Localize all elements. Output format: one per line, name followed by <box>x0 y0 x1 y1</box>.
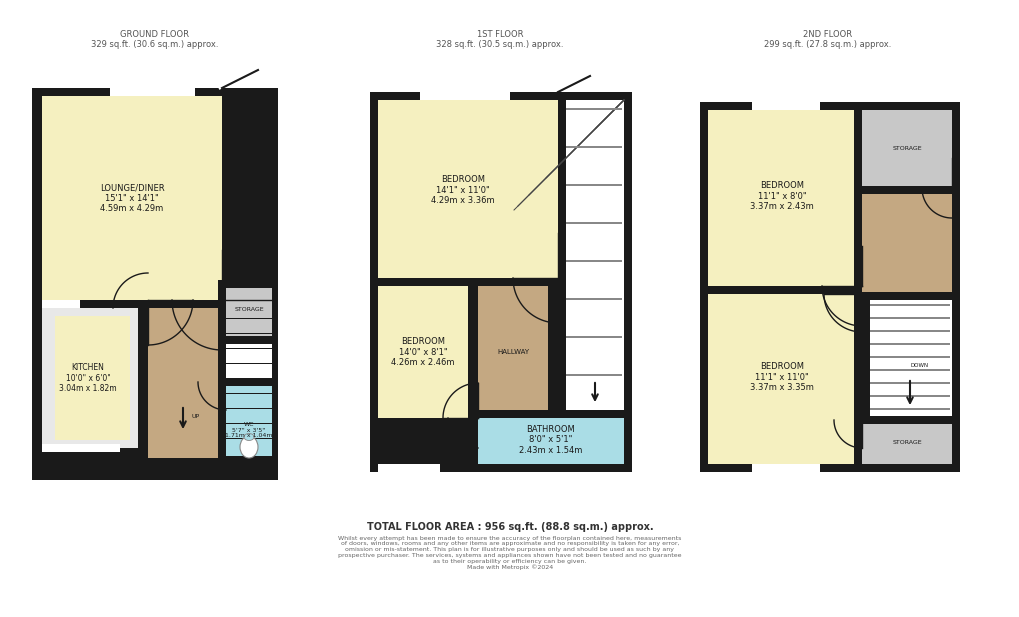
Bar <box>42 96 222 300</box>
Bar <box>226 393 272 394</box>
Bar <box>566 108 622 110</box>
Bar <box>869 304 949 306</box>
Bar <box>566 374 622 376</box>
Bar <box>148 300 218 458</box>
Bar <box>869 356 949 358</box>
Text: 2ND FLOOR
299 sq.ft. (27.8 sq.m.) approx.: 2ND FLOOR 299 sq.ft. (27.8 sq.m.) approx… <box>763 30 891 49</box>
Text: BEDROOM
11'1" x 11'0"
3.37m x 3.35m: BEDROOM 11'1" x 11'0" 3.37m x 3.35m <box>749 362 813 392</box>
Bar <box>42 300 79 308</box>
Bar <box>869 317 949 319</box>
Bar <box>468 286 478 418</box>
Bar <box>226 423 272 424</box>
Bar <box>869 343 949 345</box>
Bar <box>566 260 622 262</box>
Bar <box>138 300 148 458</box>
Bar <box>869 330 949 332</box>
Bar <box>226 378 272 379</box>
Bar <box>853 292 951 300</box>
Bar <box>853 186 951 194</box>
Bar <box>218 280 226 458</box>
Text: WC
5'7" x 3'5"
1.71m x 1.04m: WC 5'7" x 3'5" 1.71m x 1.04m <box>225 421 272 438</box>
Text: LOUNGE/DINER
15'1" x 14'1"
4.59m x 4.29m: LOUNGE/DINER 15'1" x 14'1" 4.59m x 4.29m <box>100 183 164 213</box>
Bar <box>218 456 272 464</box>
Bar <box>557 100 566 418</box>
Bar <box>42 300 148 308</box>
Bar <box>869 395 949 397</box>
Bar <box>566 336 622 338</box>
Text: STORAGE: STORAGE <box>892 439 921 444</box>
Bar <box>869 408 949 410</box>
Bar <box>420 92 510 100</box>
Bar <box>861 188 951 294</box>
Text: DOWN: DOWN <box>910 363 928 368</box>
Text: TOTAL FLOOR AREA : 956 sq.ft. (88.8 sq.m.) approx.: TOTAL FLOOR AREA : 956 sq.ft. (88.8 sq.m… <box>366 522 653 532</box>
Bar <box>42 308 138 448</box>
Text: KITCHEN
10'0" x 6'0"
3.04m x 1.82m: KITCHEN 10'0" x 6'0" 3.04m x 1.82m <box>59 363 117 393</box>
Bar <box>853 110 861 464</box>
Ellipse shape <box>244 434 254 441</box>
Bar <box>869 382 949 384</box>
Text: Whilst every attempt has been made to ensure the accuracy of the floorplan conta: Whilst every attempt has been made to en… <box>338 536 681 570</box>
Bar <box>226 348 272 349</box>
Text: BEDROOM
11'1" x 8'0"
3.37m x 2.43m: BEDROOM 11'1" x 8'0" 3.37m x 2.43m <box>749 181 813 211</box>
Bar <box>547 278 557 418</box>
Text: BEDROOM
14'0" x 8'1"
4.26m x 2.46m: BEDROOM 14'0" x 8'1" 4.26m x 2.46m <box>391 337 454 367</box>
Ellipse shape <box>239 436 258 458</box>
Bar <box>861 294 951 420</box>
Bar <box>869 369 949 371</box>
Bar <box>226 318 272 319</box>
Bar <box>566 222 622 224</box>
Bar <box>861 110 951 188</box>
Bar <box>226 382 272 458</box>
Bar <box>468 410 624 418</box>
Bar <box>478 286 557 418</box>
Bar <box>378 286 478 418</box>
Bar <box>218 378 272 386</box>
Bar <box>226 363 272 364</box>
Bar <box>861 294 869 420</box>
Bar <box>226 408 272 409</box>
Bar <box>226 338 272 382</box>
Text: UP: UP <box>590 413 598 418</box>
Text: HALLWAY: HALLWAY <box>496 349 529 355</box>
Bar <box>32 88 278 480</box>
Bar <box>218 336 272 344</box>
Text: GROUND FLOOR
329 sq.ft. (30.6 sq.m.) approx.: GROUND FLOOR 329 sq.ft. (30.6 sq.m.) app… <box>91 30 218 49</box>
Bar <box>853 416 951 424</box>
Bar <box>226 438 272 439</box>
Bar <box>226 333 272 334</box>
Bar <box>478 418 624 464</box>
Bar <box>707 294 861 464</box>
Bar <box>370 92 632 472</box>
Text: UP: UP <box>192 415 200 420</box>
Bar <box>55 316 129 440</box>
Bar <box>566 184 622 186</box>
Text: 1ST FLOOR
328 sq.ft. (30.5 sq.m.) approx.: 1ST FLOOR 328 sq.ft. (30.5 sq.m.) approx… <box>436 30 564 49</box>
Bar <box>378 100 557 278</box>
Bar <box>699 102 959 472</box>
Bar <box>226 280 272 338</box>
Bar <box>42 444 120 452</box>
Bar <box>707 286 861 294</box>
Bar <box>566 100 624 418</box>
Bar <box>861 420 951 464</box>
Bar <box>557 100 624 418</box>
Bar <box>110 88 195 96</box>
Bar <box>707 110 861 286</box>
Bar <box>566 298 622 300</box>
Bar <box>566 146 622 148</box>
Bar <box>751 102 819 110</box>
Bar <box>148 300 226 308</box>
Text: STORAGE: STORAGE <box>892 146 921 151</box>
Text: STORAGE: STORAGE <box>234 307 264 312</box>
Bar <box>751 464 819 472</box>
Text: BATHROOM
8'0" x 5'1"
2.43m x 1.54m: BATHROOM 8'0" x 5'1" 2.43m x 1.54m <box>519 425 582 455</box>
Bar <box>218 280 272 288</box>
Bar <box>378 278 557 286</box>
Text: BEDROOM
14'1" x 11'0"
4.29m x 3.36m: BEDROOM 14'1" x 11'0" 4.29m x 3.36m <box>431 175 494 205</box>
Bar <box>378 464 439 472</box>
